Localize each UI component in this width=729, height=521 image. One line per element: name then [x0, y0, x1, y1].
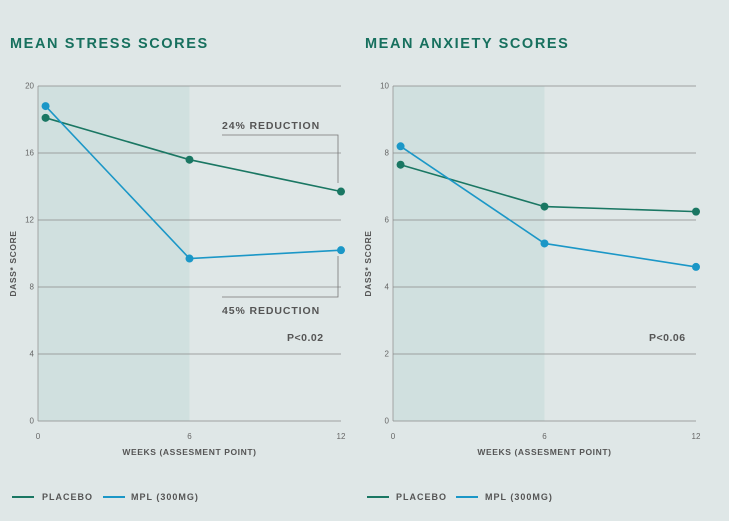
c0-x-tick-label: 0	[36, 432, 41, 441]
c0-top-bracket	[222, 134, 339, 183]
anxiety-chart-title: MEAN ANXIETY SCORES	[365, 36, 570, 52]
c0-data-point-mpl	[185, 254, 194, 263]
c0-x-tick-label: 12	[337, 432, 346, 441]
c0-y-tick-label: 0	[30, 417, 35, 426]
c0-data-point-placebo	[337, 187, 345, 196]
c0-y-tick-label: 16	[25, 149, 34, 158]
c0-bottom-bracket	[222, 256, 339, 298]
c0-y-tick-label: 4	[30, 350, 35, 359]
c0-y-tick-label: 20	[25, 82, 34, 91]
c0-y-tick-label: 8	[30, 283, 35, 292]
c0-x-tick-label: 6	[187, 432, 192, 441]
c0-data-point-placebo	[185, 155, 194, 164]
c0-y-tick-label: 12	[25, 216, 34, 225]
legend-placebo-label-2: PLACEBO	[396, 492, 448, 502]
c0-shaded-band	[38, 86, 190, 421]
legend-placebo-label-1: PLACEBO	[42, 492, 94, 502]
c0-data-point-mpl	[337, 246, 345, 255]
legend-placebo-swatch-1	[12, 496, 34, 498]
c0-data-point-mpl	[41, 102, 50, 111]
legend-mpl-swatch-2	[456, 496, 478, 498]
c0-annotation-top: 24% REDUCTION	[222, 120, 320, 132]
stress-chart-title: MEAN STRESS SCORES	[10, 36, 209, 52]
c0-annotation-bottom: 45% REDUCTION	[222, 305, 320, 317]
c0-p-value: P<0.02	[287, 332, 324, 344]
c0-data-point-placebo	[41, 113, 50, 122]
legend-placebo-swatch-2	[367, 496, 389, 498]
legend-mpl-label-1: MPL (300MG)	[131, 492, 199, 502]
c0-y-axis-label: DASS* SCORE	[8, 230, 18, 296]
legend-mpl-label-2: MPL (300MG)	[485, 492, 553, 502]
c0-x-axis-label: WEEKS (ASSESMENT POINT)	[122, 447, 256, 457]
legend-mpl-swatch-1	[103, 496, 125, 498]
